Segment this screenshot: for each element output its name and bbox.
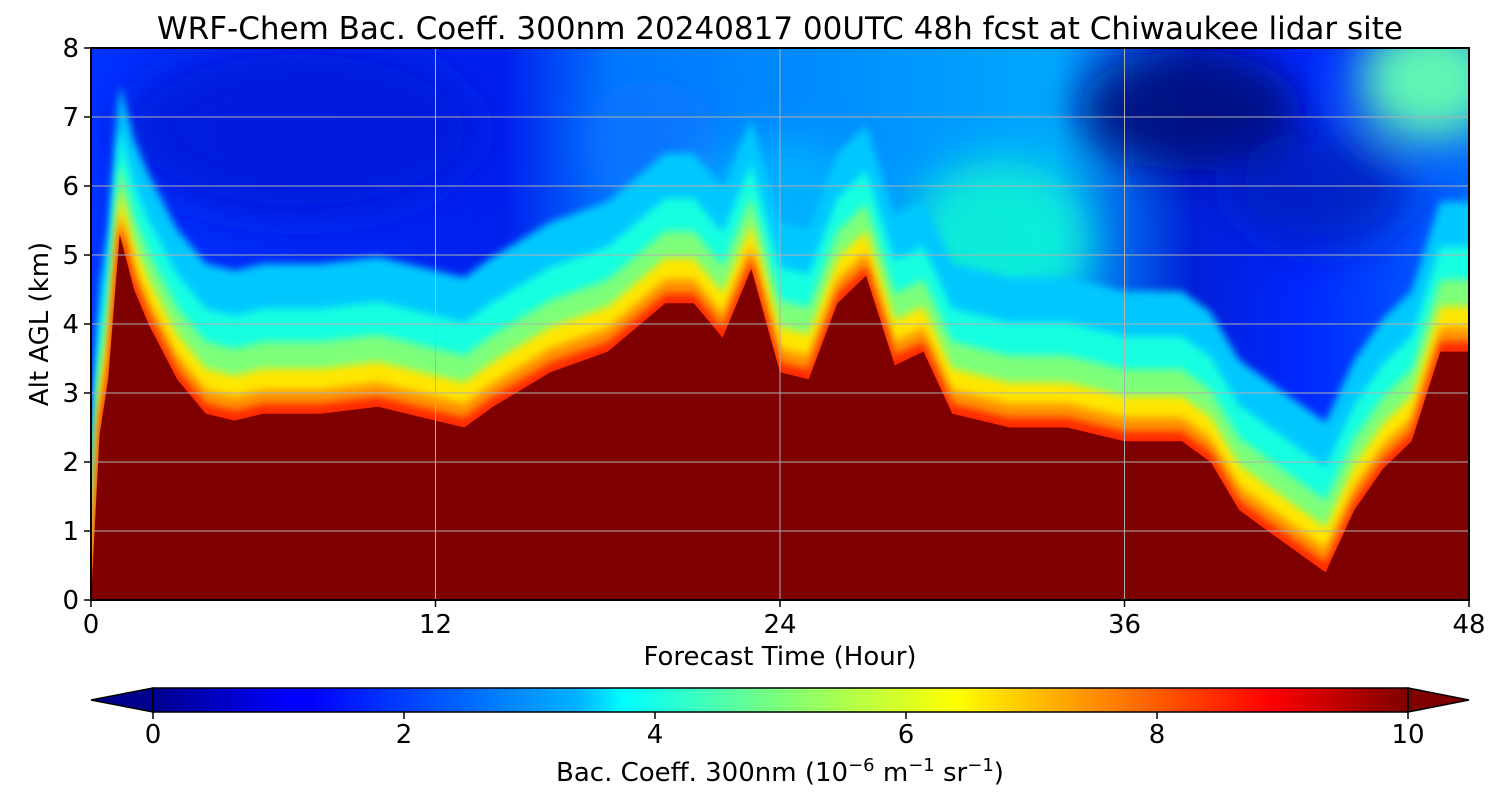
x-tick-label: 12: [419, 610, 452, 640]
colorbar: 0 2 4 6 8 10 Bac. Coeff. 300nm (10−6 m−1 sr−1…: [90, 687, 1470, 788]
y-tick-label: 5: [62, 241, 79, 271]
colorbar-tick-label: 10: [1391, 720, 1424, 750]
y-tick-label: 3: [62, 379, 79, 409]
colorbar-tick-label: 6: [898, 720, 915, 750]
colorbar-extend-min: [90, 687, 154, 713]
x-tick-label: 36: [1108, 610, 1141, 640]
y-tick-label: 6: [62, 172, 79, 202]
y-tick-label: 1: [62, 517, 79, 547]
x-ticks: 0 12 24 36 48: [83, 600, 1486, 640]
y-tick-label: 8: [62, 34, 79, 64]
grid-lines: [91, 48, 1469, 600]
y-axis-label: Alt AGL (km): [25, 242, 55, 406]
x-tick-label: 48: [1452, 610, 1485, 640]
colorbar-tick-label: 4: [647, 720, 664, 750]
y-tick-label: 0: [62, 586, 79, 616]
x-tick-label: 0: [83, 610, 100, 640]
x-tick-label: 24: [763, 610, 796, 640]
heatmap-field: [91, 48, 1469, 600]
colorbar-ramp: [153, 688, 1408, 712]
y-ticks: 0 1 2 3 4 5 6 7 8: [62, 34, 91, 616]
colorbar-tick-label: 0: [145, 720, 162, 750]
colorbar-label: Bac. Coeff. 300nm (10−6 m−1 sr−1): [556, 755, 1004, 788]
y-tick-label: 4: [62, 310, 79, 340]
y-tick-label: 2: [62, 448, 79, 478]
chart-title: WRF-Chem Bac. Coeff. 300nm 20240817 00UT…: [157, 11, 1403, 47]
colorbar-tick-label: 8: [1149, 720, 1166, 750]
colorbar-extend-max: [1407, 687, 1470, 713]
y-tick-label: 7: [62, 103, 79, 133]
colorbar-ticks: 0 2 4 6 8 10: [145, 712, 1425, 750]
x-axis-label: Forecast Time (Hour): [643, 642, 916, 672]
colorbar-tick-label: 2: [396, 720, 413, 750]
